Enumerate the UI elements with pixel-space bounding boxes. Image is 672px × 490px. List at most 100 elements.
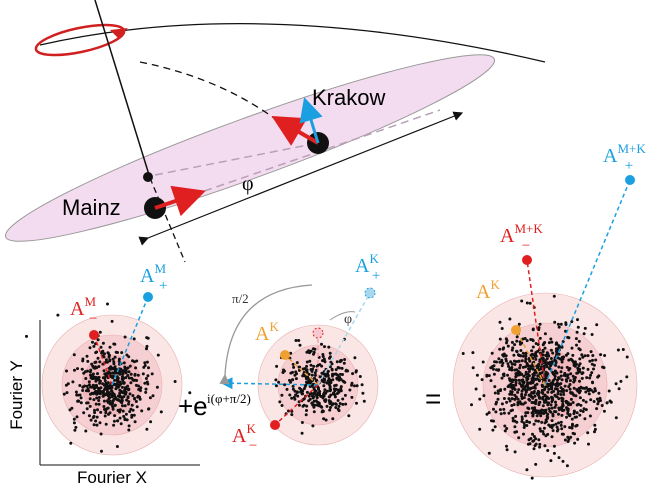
noise-dot xyxy=(537,363,540,366)
noise-dot xyxy=(518,366,521,369)
noise-dot xyxy=(312,365,315,368)
noise-dot xyxy=(312,395,315,398)
noise-dot xyxy=(93,361,96,364)
noise-dot xyxy=(540,421,543,424)
noise-dot xyxy=(599,399,602,402)
noise-dot xyxy=(133,374,136,377)
noise-dot xyxy=(98,376,101,379)
noise-dot xyxy=(564,385,567,388)
label-base: A xyxy=(500,225,515,247)
noise-dot xyxy=(513,425,516,428)
noise-dot xyxy=(100,352,103,355)
noise-dot xyxy=(92,373,95,376)
noise-dot xyxy=(76,415,79,418)
noise-dot xyxy=(120,382,123,385)
noise-dot xyxy=(511,409,514,412)
noise-dot xyxy=(97,357,100,360)
noise-dot xyxy=(569,379,572,382)
noise-dot xyxy=(538,401,541,404)
noise-dot xyxy=(120,422,123,425)
noise-dot xyxy=(97,365,100,368)
noise-dot xyxy=(75,391,78,394)
noise-dot xyxy=(566,352,569,355)
noise-dot xyxy=(94,365,97,368)
noise-dot xyxy=(583,407,586,410)
noise-dot xyxy=(533,385,536,388)
noise-dot xyxy=(128,370,131,373)
noise-dot xyxy=(527,443,530,446)
noise-dot xyxy=(499,321,502,324)
noise-dot xyxy=(498,348,501,351)
noise-dot xyxy=(97,399,100,402)
noise-dot xyxy=(531,338,534,341)
noise-dot xyxy=(313,351,316,354)
noise-dot xyxy=(625,375,628,378)
noise-dot xyxy=(121,373,124,376)
noise-dot xyxy=(115,351,118,354)
noise-dot xyxy=(123,361,126,364)
noise-dot xyxy=(134,420,137,423)
noise-dot xyxy=(582,399,585,402)
noise-dot xyxy=(505,401,508,404)
noise-dot xyxy=(543,401,546,404)
point xyxy=(625,175,635,185)
noise-dot xyxy=(93,415,96,418)
noise-dot xyxy=(591,354,594,357)
noise-dot xyxy=(563,372,566,375)
noise-dot xyxy=(557,421,560,424)
angle-label: φ xyxy=(242,173,254,195)
noise-dot xyxy=(341,398,344,401)
noise-dot xyxy=(471,351,474,354)
x-axis-label: Fourier X xyxy=(77,468,147,487)
noise-dot xyxy=(541,392,544,395)
noise-dot xyxy=(615,416,618,419)
noise-dot xyxy=(311,374,314,377)
noise-dot xyxy=(490,379,493,382)
noise-dot xyxy=(133,398,136,401)
noise-dot xyxy=(592,390,595,393)
noise-dot xyxy=(565,416,568,419)
noise-dot xyxy=(332,392,335,395)
noise-dot xyxy=(328,357,331,360)
noise-dot xyxy=(567,408,570,411)
noise-dot xyxy=(560,424,563,427)
noise-dot xyxy=(109,346,112,349)
noise-dot xyxy=(305,413,308,416)
noise-dot xyxy=(538,391,541,394)
noise-dot xyxy=(546,352,549,355)
noise-dot xyxy=(545,409,548,412)
noise-dot xyxy=(132,409,135,412)
noise-dot xyxy=(322,417,325,420)
noise-dot xyxy=(587,368,590,371)
noise-dot xyxy=(478,428,481,431)
noise-dot xyxy=(577,403,580,406)
noise-dot xyxy=(567,369,570,372)
noise-dot xyxy=(81,359,84,362)
label: AM+K+ xyxy=(603,141,646,174)
label-sup: K xyxy=(246,421,256,436)
noise-dot xyxy=(576,411,579,414)
noise-dot xyxy=(90,419,93,422)
noise-dot xyxy=(546,391,549,394)
noise-dot xyxy=(603,410,606,413)
noise-dot xyxy=(523,426,526,429)
noise-dot xyxy=(547,388,550,391)
noise-dot xyxy=(490,419,493,422)
noise-dot xyxy=(532,328,535,331)
noise-dot xyxy=(513,431,516,434)
noise-dot xyxy=(545,420,548,423)
noise-dot xyxy=(93,423,96,426)
noise-dot xyxy=(97,389,100,392)
noise-dot xyxy=(573,387,576,390)
noise-dot xyxy=(73,421,76,424)
noise-dot xyxy=(340,385,343,388)
noise-dot xyxy=(551,352,554,355)
noise-dot xyxy=(570,392,573,395)
noise-dot xyxy=(130,373,133,376)
noise-dot xyxy=(578,340,581,343)
noise-dot xyxy=(290,413,293,416)
noise-dot xyxy=(543,444,546,447)
noise-dot xyxy=(560,406,563,409)
noise-dot xyxy=(295,377,298,380)
noise-dot xyxy=(533,447,536,450)
